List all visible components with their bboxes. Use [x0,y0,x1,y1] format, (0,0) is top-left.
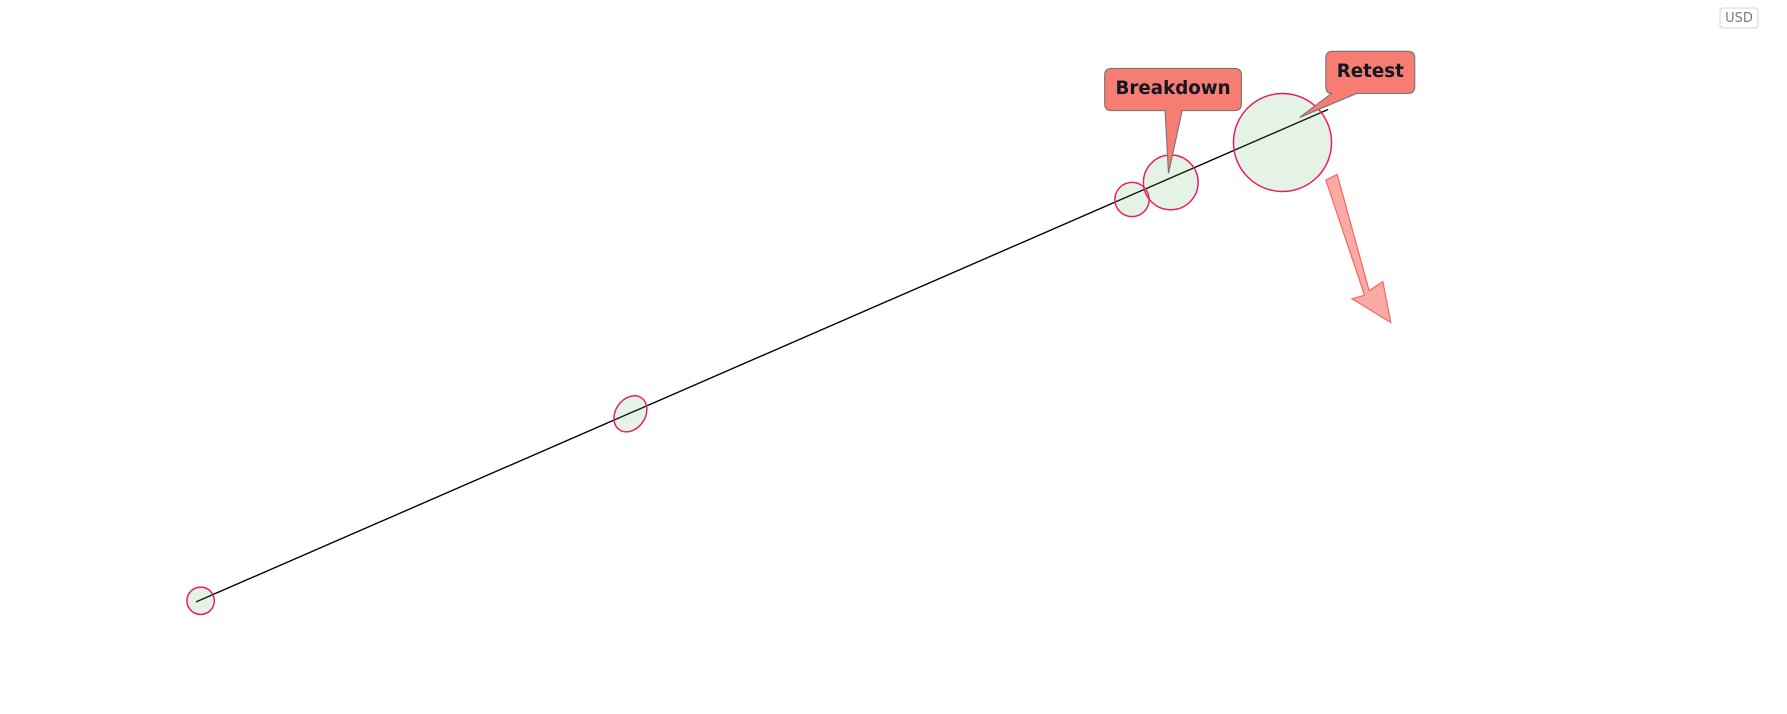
arrow [1325,173,1392,324]
circle [1232,92,1333,193]
circle [613,395,648,433]
circle [186,586,216,616]
currency-badge [1719,7,1759,29]
trend-line [195,108,1329,603]
annotations: Breakdown Retest [186,50,1416,616]
annotation-label: Breakdown [1116,78,1231,99]
callout [1104,67,1243,174]
currency: USD [1725,11,1753,26]
callout [1299,50,1416,118]
annotation-label: Retest [1337,61,1404,82]
